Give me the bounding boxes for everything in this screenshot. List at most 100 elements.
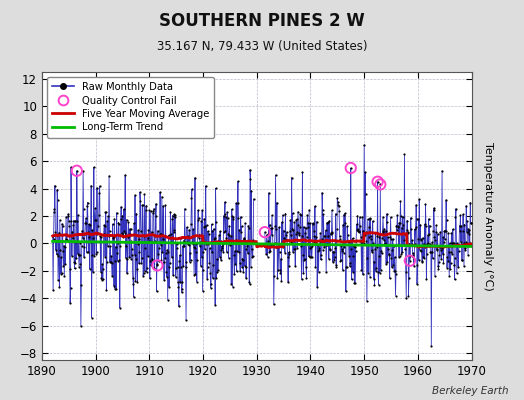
Point [239, 236, 248, 242]
Point [403, 217, 411, 224]
Point [202, 222, 211, 228]
Point [141, 206, 150, 213]
Point [242, 264, 250, 270]
Point [176, 252, 184, 258]
Point [430, 205, 438, 211]
Point [265, 190, 273, 196]
Point [428, 249, 436, 255]
Point [441, 228, 450, 234]
Point [145, 207, 154, 214]
Point [364, 216, 372, 222]
Point [305, 254, 314, 260]
Point [116, 243, 124, 249]
Point [132, 278, 140, 284]
Point [237, 228, 245, 235]
Point [433, 246, 441, 252]
Point [150, 238, 159, 244]
Point [447, 240, 456, 246]
Point [71, 217, 79, 224]
Point [408, 241, 416, 248]
Point [127, 238, 136, 244]
Point [449, 226, 457, 232]
Point [226, 233, 235, 239]
Point [443, 264, 451, 271]
Point [325, 218, 333, 224]
Point [219, 249, 227, 255]
Point [312, 218, 321, 225]
Point [311, 264, 320, 270]
Point [334, 198, 342, 205]
Point [66, 300, 74, 306]
Point [111, 258, 119, 264]
Point [58, 221, 66, 227]
Point [112, 286, 121, 292]
Point [150, 265, 158, 272]
Point [300, 224, 308, 230]
Point [443, 254, 452, 260]
Point [158, 248, 167, 255]
Point [99, 276, 107, 282]
Point [195, 234, 203, 241]
Point [378, 228, 387, 235]
Point [352, 238, 361, 244]
Point [351, 280, 359, 286]
Point [180, 237, 188, 244]
Point [362, 191, 370, 197]
Point [57, 254, 66, 261]
Point [68, 229, 77, 235]
Point [368, 218, 377, 224]
Point [49, 287, 57, 293]
Point [397, 251, 406, 257]
Point [300, 257, 309, 263]
Point [340, 211, 348, 218]
Point [278, 219, 286, 226]
Point [260, 229, 269, 235]
Point [196, 239, 204, 246]
Point [166, 259, 174, 266]
Point [72, 239, 80, 245]
Point [420, 221, 429, 228]
Point [70, 258, 79, 265]
Point [276, 267, 284, 273]
Point [55, 284, 63, 290]
Point [64, 211, 72, 217]
Point [237, 223, 246, 230]
Point [184, 242, 193, 248]
Point [292, 216, 301, 222]
Point [385, 252, 393, 258]
Point [53, 186, 61, 193]
Point [121, 172, 129, 178]
Point [105, 172, 113, 179]
Point [324, 232, 333, 239]
Point [151, 212, 160, 219]
Point [332, 262, 340, 268]
Point [116, 305, 124, 311]
Point [230, 252, 238, 259]
Point [439, 260, 447, 266]
Point [306, 220, 314, 226]
Point [325, 246, 334, 252]
Point [135, 260, 143, 267]
Point [199, 248, 208, 255]
Point [236, 214, 245, 220]
Point [239, 256, 247, 263]
Point [248, 253, 257, 260]
Point [205, 230, 213, 237]
Point [281, 250, 289, 256]
Point [313, 248, 322, 255]
Point [124, 219, 133, 226]
Point [64, 213, 72, 219]
Point [215, 254, 224, 260]
Point [460, 239, 468, 246]
Point [330, 257, 339, 263]
Point [84, 248, 93, 255]
Point [376, 270, 384, 276]
Point [61, 236, 70, 243]
Point [294, 221, 302, 228]
Point [224, 231, 232, 238]
Point [132, 210, 140, 217]
Point [67, 218, 75, 224]
Point [147, 208, 155, 214]
Point [454, 248, 463, 254]
Point [365, 215, 374, 221]
